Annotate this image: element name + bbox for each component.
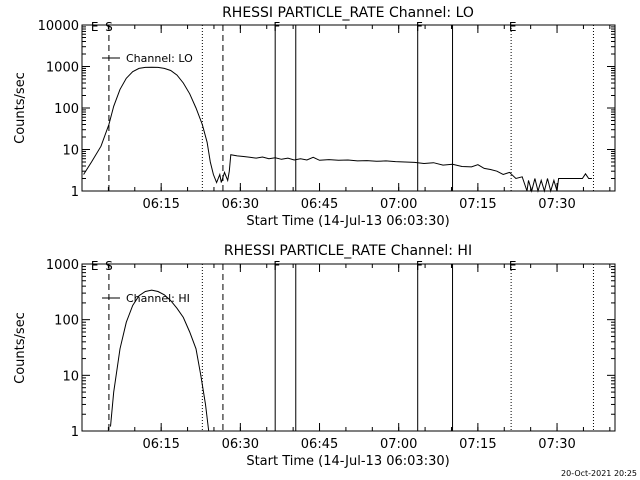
lo-legend-label: Channel: LO	[126, 52, 193, 65]
lo-series-group	[83, 66, 592, 193]
hi-interval-marker: S	[105, 259, 113, 273]
lo-x-tick-label: 06:45	[301, 197, 338, 212]
lo-legend: Channel: LO	[102, 52, 193, 65]
hi-x-tick-label: 06:45	[301, 437, 338, 452]
lo-interval-marker: F	[416, 20, 423, 34]
hi-x-tick-label: 07:15	[459, 437, 496, 452]
lo-chart-title: RHESSI PARTICLE_RATE Channel: LO	[222, 5, 474, 21]
hi-legend-label: Channel: HI	[126, 292, 190, 305]
lo-y-tick-label: 1000	[46, 61, 79, 76]
hi-y-axis-label: Counts/sec	[13, 312, 28, 384]
lo-interval-marker: F	[273, 20, 280, 34]
lo-y-tick-label: 1	[71, 185, 79, 200]
lo-interval-marker: E	[509, 20, 517, 34]
hi-x-tick-label: 06:15	[142, 437, 179, 452]
hi-chart-title: RHESSI PARTICLE_RATE Channel: HI	[224, 243, 472, 259]
lo-x-axis-label: Start Time (14-Jul-13 06:03:30)	[246, 214, 449, 229]
lo-y-tick-label: 10	[62, 144, 79, 159]
generation-timestamp: 20-Oct-2021 20:25	[561, 469, 637, 478]
lo-rate-series-line	[83, 66, 592, 193]
hi-plot-frame	[81, 263, 616, 432]
hi-legend: Channel: HI	[102, 292, 190, 305]
lo-channel-panel: RHESSI PARTICLE_RATE Channel: LO 06:15 06…	[13, 5, 616, 229]
lo-x-tick-label: 07:15	[459, 197, 496, 212]
hi-y-tick-label: 1000	[46, 258, 79, 273]
hi-x-axis-label: Start Time (14-Jul-13 06:03:30)	[246, 454, 449, 469]
lo-ticks-group: 06:15 06:30 06:45 07:00 07:15 07:30 1 10 100 1000…	[38, 19, 615, 212]
hi-series-group	[110, 289, 210, 432]
hi-interval-marker: E	[509, 259, 517, 273]
hi-x-tick-label: 07:30	[538, 437, 575, 452]
lo-x-tick-label: 06:15	[142, 197, 179, 212]
hi-x-tick-label: 06:30	[222, 437, 259, 452]
lo-y-axis-label: Counts/sec	[13, 72, 28, 144]
lo-y-tick-label: 100	[54, 102, 79, 117]
hi-y-tick-label: 1	[71, 425, 79, 440]
lo-y-tick-label: 10000	[38, 19, 79, 34]
hi-interval-marker: F	[416, 259, 423, 273]
hi-rate-series-line	[110, 289, 210, 432]
lo-x-tick-label: 07:00	[380, 197, 417, 212]
hi-x-tick-label: 07:00	[380, 437, 417, 452]
hi-interval-marker: F	[273, 259, 280, 273]
hi-interval-marker: E	[91, 259, 99, 273]
hi-channel-panel: RHESSI PARTICLE_RATE Channel: HI 06:15 06…	[13, 243, 616, 469]
lo-x-tick-label: 06:30	[222, 197, 259, 212]
lo-x-tick-label: 07:30	[538, 197, 575, 212]
lo-interval-marker: S	[105, 20, 113, 34]
hi-y-tick-label: 100	[54, 314, 79, 329]
lo-interval-marker: E	[91, 20, 99, 34]
hi-y-tick-label: 10	[62, 369, 79, 384]
hi-ticks-group: 06:15 06:30 06:45 07:00 07:15 07:30 1 10 100 1000	[46, 258, 615, 452]
